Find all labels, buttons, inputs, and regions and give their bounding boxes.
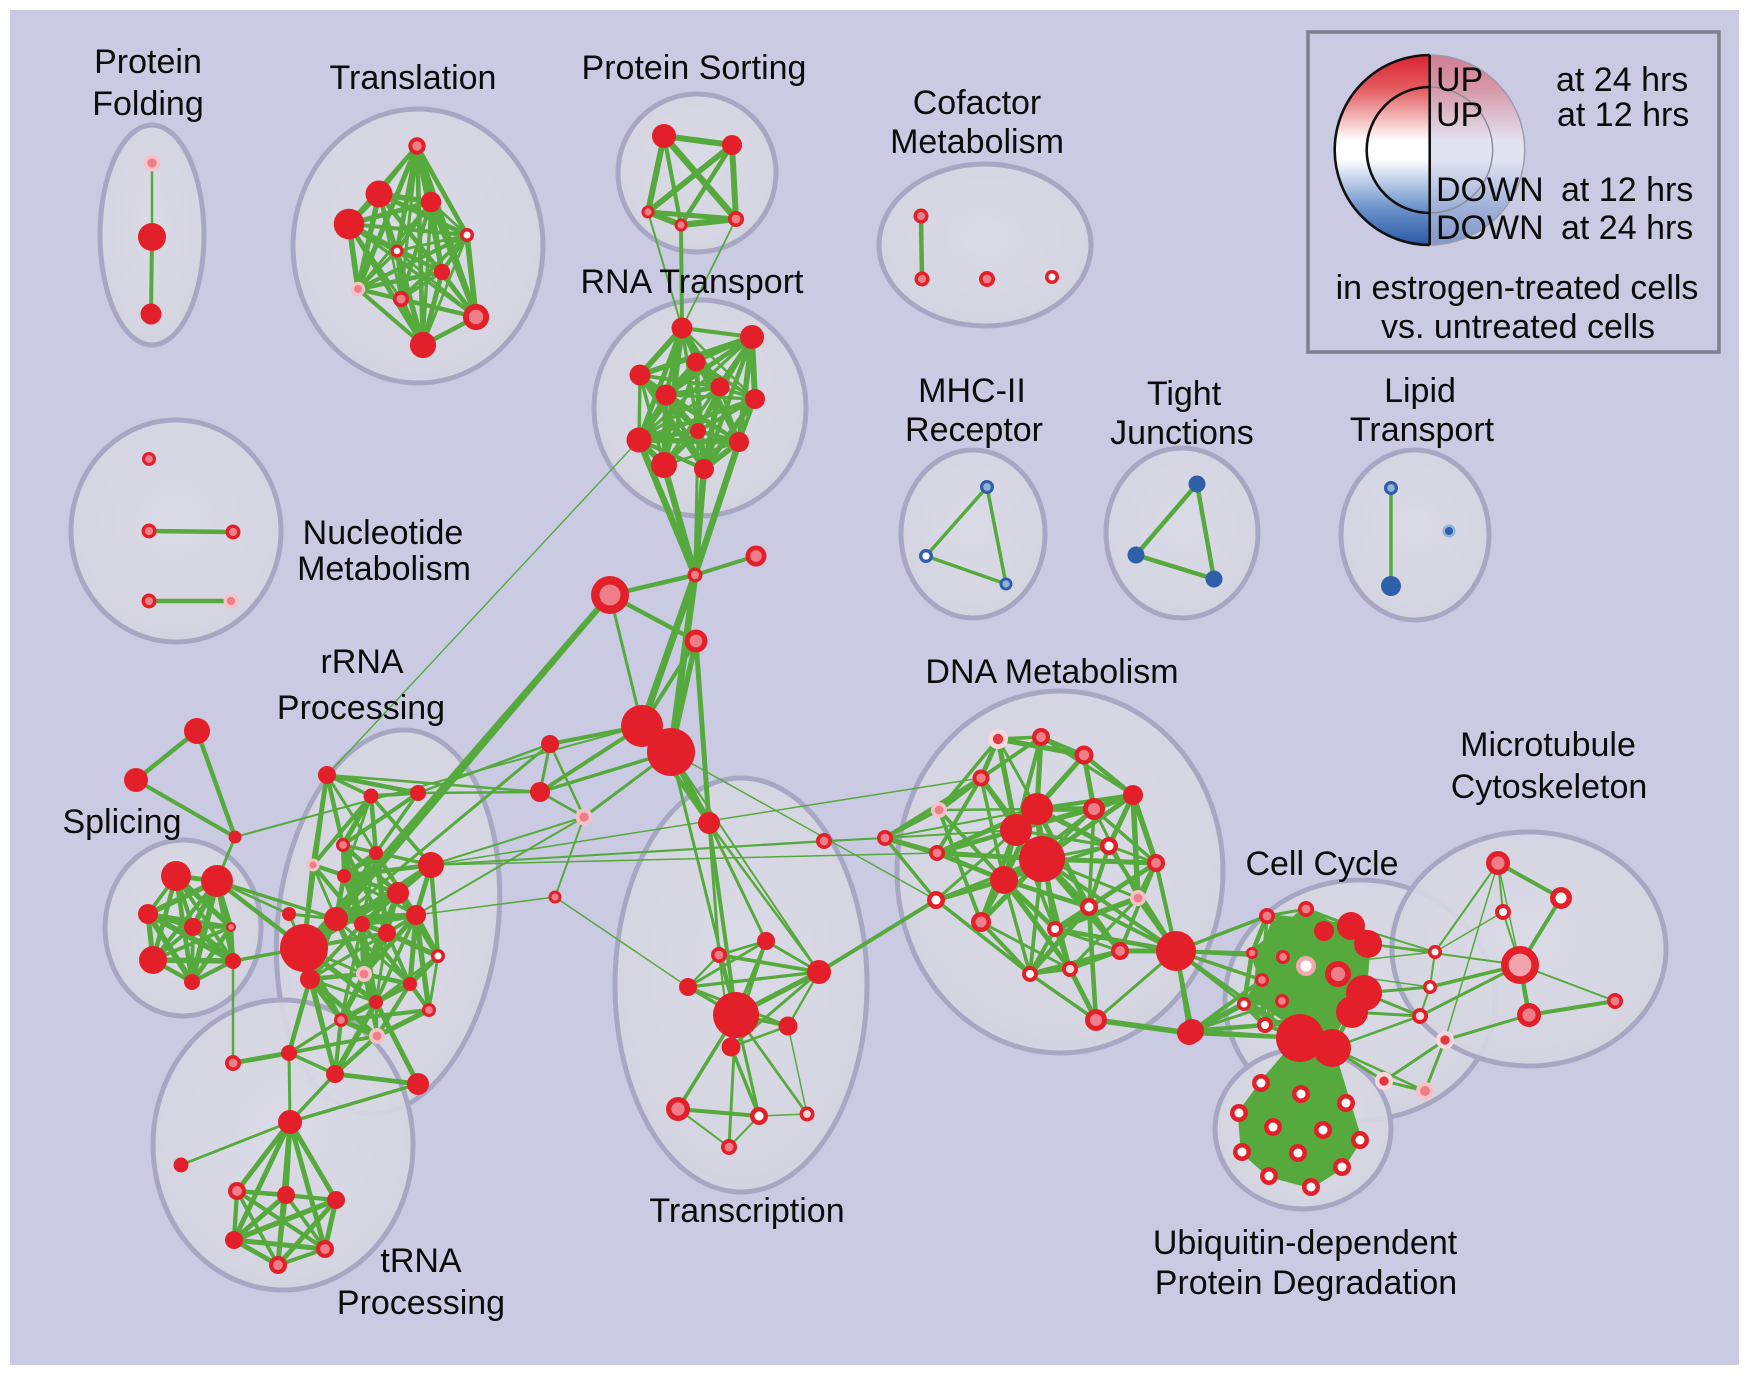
svg-text:Nucleotide: Nucleotide xyxy=(303,514,464,552)
svg-text:Microtubule: Microtubule xyxy=(1460,726,1636,764)
svg-text:DNA Metabolism: DNA Metabolism xyxy=(925,653,1178,691)
svg-text:at 24 hrs: at 24 hrs xyxy=(1561,209,1693,247)
svg-text:Transport: Transport xyxy=(1350,411,1495,449)
svg-text:Cytoskeleton: Cytoskeleton xyxy=(1451,768,1648,806)
svg-text:vs. untreated cells: vs. untreated cells xyxy=(1381,308,1655,346)
svg-text:Folding: Folding xyxy=(92,85,204,123)
svg-text:RNA Transport: RNA Transport xyxy=(581,263,805,301)
svg-text:Protein Sorting: Protein Sorting xyxy=(582,49,807,87)
svg-text:tRNA: tRNA xyxy=(380,1242,462,1280)
svg-text:Metabolism: Metabolism xyxy=(890,123,1064,161)
svg-text:in estrogen-treated cells: in estrogen-treated cells xyxy=(1336,269,1699,307)
svg-text:Processing: Processing xyxy=(337,1284,505,1322)
svg-text:UP: UP xyxy=(1436,61,1483,99)
svg-text:Transcription: Transcription xyxy=(649,1192,844,1230)
svg-text:Translation: Translation xyxy=(330,59,497,97)
svg-text:Splicing: Splicing xyxy=(62,803,181,841)
svg-text:Cofactor: Cofactor xyxy=(913,84,1042,122)
svg-text:Metabolism: Metabolism xyxy=(297,550,471,588)
svg-text:Lipid: Lipid xyxy=(1384,372,1456,410)
svg-text:at 12 hrs: at 12 hrs xyxy=(1557,96,1689,134)
svg-text:rRNA: rRNA xyxy=(320,643,403,681)
svg-text:DOWN: DOWN xyxy=(1436,209,1544,247)
svg-text:MHC-II: MHC-II xyxy=(918,372,1026,410)
svg-text:at 24 hrs: at 24 hrs xyxy=(1556,61,1688,99)
svg-text:Protein: Protein xyxy=(94,43,202,81)
svg-text:Protein Degradation: Protein Degradation xyxy=(1155,1264,1457,1302)
svg-text:Ubiquitin-dependent: Ubiquitin-dependent xyxy=(1153,1224,1458,1262)
svg-text:Cell Cycle: Cell Cycle xyxy=(1245,845,1398,883)
svg-text:UP: UP xyxy=(1436,96,1483,134)
svg-text:Processing: Processing xyxy=(277,689,445,727)
svg-text:at 12 hrs: at 12 hrs xyxy=(1561,171,1693,209)
svg-text:Receptor: Receptor xyxy=(905,411,1043,449)
svg-text:DOWN: DOWN xyxy=(1436,171,1544,209)
svg-text:Tight: Tight xyxy=(1147,375,1222,413)
svg-text:Junctions: Junctions xyxy=(1110,414,1254,452)
